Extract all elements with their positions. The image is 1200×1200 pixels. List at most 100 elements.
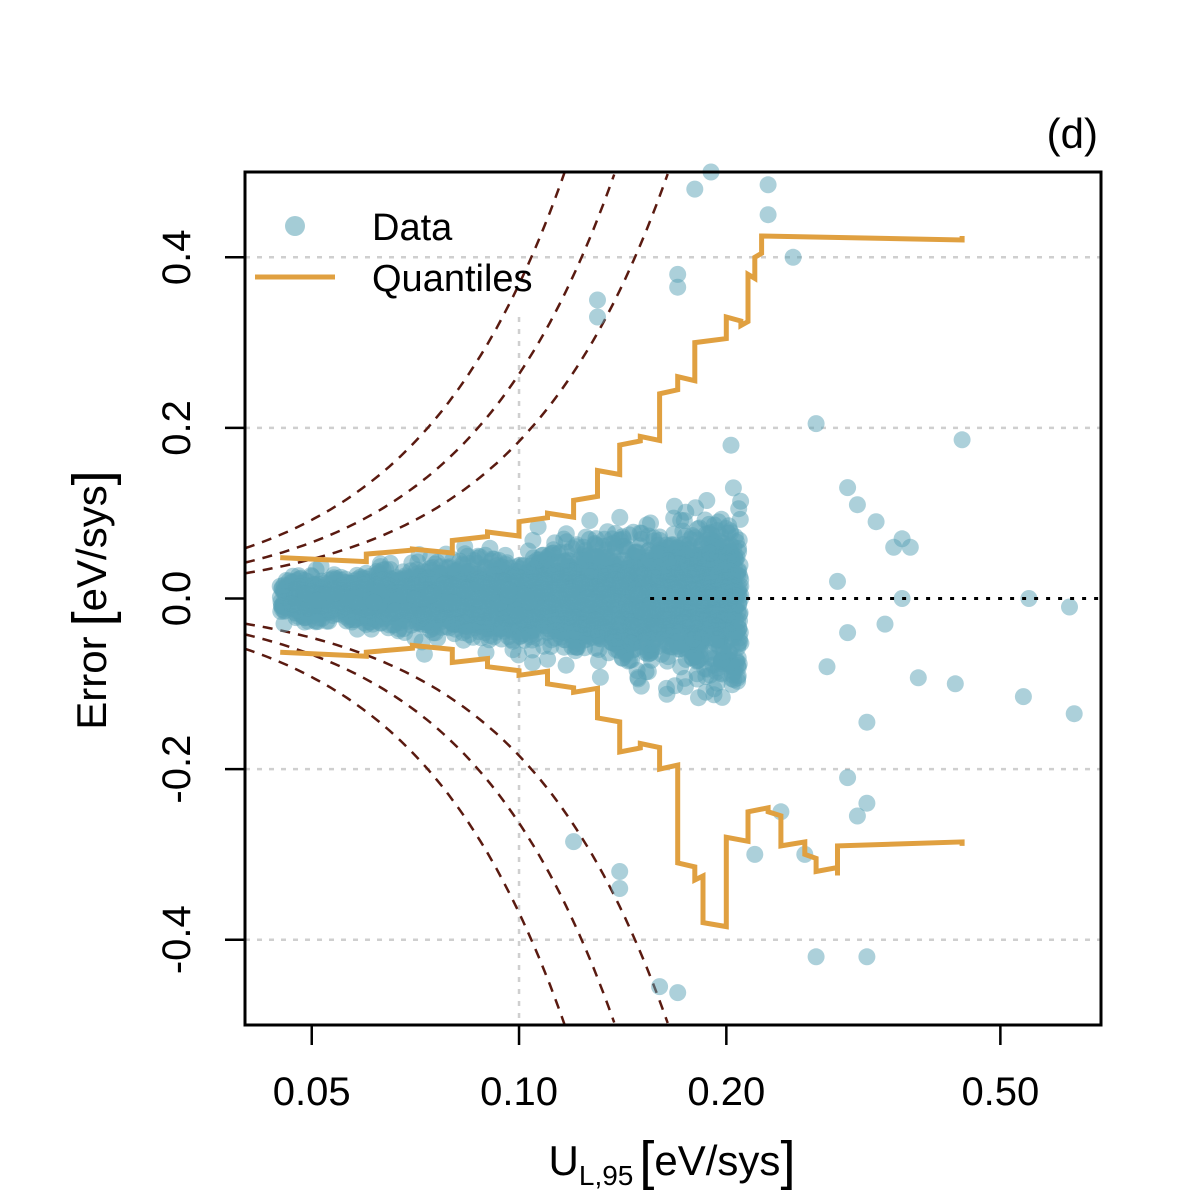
data-point <box>638 601 656 619</box>
data-point <box>658 587 676 604</box>
data-point <box>611 632 629 650</box>
x-axis-title-bracket-open: [ <box>639 1131 654 1191</box>
panel-label: (d) <box>1047 110 1098 157</box>
data-point <box>686 180 704 198</box>
data-point <box>471 548 489 566</box>
data-point <box>697 683 715 701</box>
data-point <box>472 590 490 607</box>
data-point <box>440 559 458 577</box>
data-point <box>746 845 764 863</box>
data-point <box>529 518 547 536</box>
data-point <box>688 670 706 688</box>
y-axis-title-bracket-close: ] <box>62 470 122 485</box>
quantile-upper-line <box>280 233 965 565</box>
data-point <box>399 602 417 620</box>
data-point <box>665 536 683 554</box>
legend-data-marker <box>285 216 305 236</box>
data-point <box>1061 598 1078 616</box>
data-point <box>309 591 327 609</box>
data-point <box>346 572 363 590</box>
data-point <box>682 544 699 562</box>
data-point <box>435 611 453 629</box>
data-point <box>839 769 857 787</box>
data-point <box>500 581 518 599</box>
data-point <box>858 713 876 731</box>
data-point <box>651 978 669 996</box>
y-tick-label: 0.0 <box>155 571 199 627</box>
data-point <box>510 646 527 664</box>
data-point <box>579 596 597 614</box>
quantile-lower-line <box>280 642 965 930</box>
data-point <box>722 436 740 454</box>
data-point <box>552 622 570 640</box>
data-point <box>374 561 392 579</box>
data-point <box>726 611 744 629</box>
data-point <box>528 569 546 586</box>
data-point <box>420 587 438 604</box>
legend: Data Quantiles <box>255 207 533 300</box>
data-point <box>669 265 687 283</box>
data-point <box>700 611 718 629</box>
reference-curve-lower-0 <box>244 622 669 1024</box>
data-point <box>558 533 576 551</box>
data-point <box>675 512 693 530</box>
x-tick-label: 0.50 <box>961 1070 1039 1114</box>
data-point <box>669 984 687 1002</box>
data-point <box>730 500 748 518</box>
data-point <box>858 794 876 812</box>
data-point <box>581 562 599 580</box>
data-point <box>444 577 462 595</box>
data-point <box>533 584 551 601</box>
reference-curve-upper-0 <box>244 173 669 575</box>
data-point <box>365 593 383 611</box>
data-point <box>675 568 693 586</box>
data-point <box>586 611 604 629</box>
data-point <box>524 654 542 672</box>
data-point <box>586 535 604 552</box>
data-point <box>715 650 733 668</box>
data-point <box>848 496 866 514</box>
data-point <box>721 562 739 580</box>
data-point <box>818 658 836 676</box>
reference-curve-lower-2 <box>244 647 568 1030</box>
data-point <box>622 617 640 635</box>
data-point <box>621 651 639 669</box>
data-point <box>759 176 777 194</box>
data-point <box>539 650 557 668</box>
data-point <box>640 527 658 545</box>
data-point <box>511 569 529 587</box>
data-point <box>653 645 671 663</box>
data-point <box>672 658 690 676</box>
y-tick-label: -0.2 <box>155 735 199 804</box>
data-point <box>701 544 719 562</box>
data-point <box>1014 688 1032 706</box>
y-tick-label: 0.4 <box>155 229 199 285</box>
data-point <box>649 558 667 576</box>
data-point <box>562 583 580 601</box>
data-point <box>807 415 825 433</box>
y-axis-title-units: eV/sys <box>68 485 115 611</box>
data-point <box>589 291 606 309</box>
quantile-lines <box>280 233 965 930</box>
data-point <box>684 631 702 648</box>
data-point <box>589 308 606 326</box>
data-point <box>640 614 657 632</box>
data-point <box>590 652 607 670</box>
data-point <box>702 649 720 667</box>
reference-curve-upper-1 <box>244 174 616 564</box>
data-point <box>515 631 533 649</box>
grid-layer <box>245 256 1101 1025</box>
data-point <box>611 880 629 897</box>
data-point <box>867 513 885 531</box>
data-point <box>565 833 583 851</box>
x-axis-title-sub: L,95 <box>579 1160 634 1191</box>
data-point <box>348 609 366 627</box>
data-point <box>839 624 857 642</box>
data-point <box>674 614 692 632</box>
data-point <box>684 649 702 667</box>
data-point <box>611 863 629 880</box>
data-point <box>629 670 647 688</box>
x-tick-label: 0.05 <box>273 1070 351 1114</box>
data-point <box>547 582 565 599</box>
